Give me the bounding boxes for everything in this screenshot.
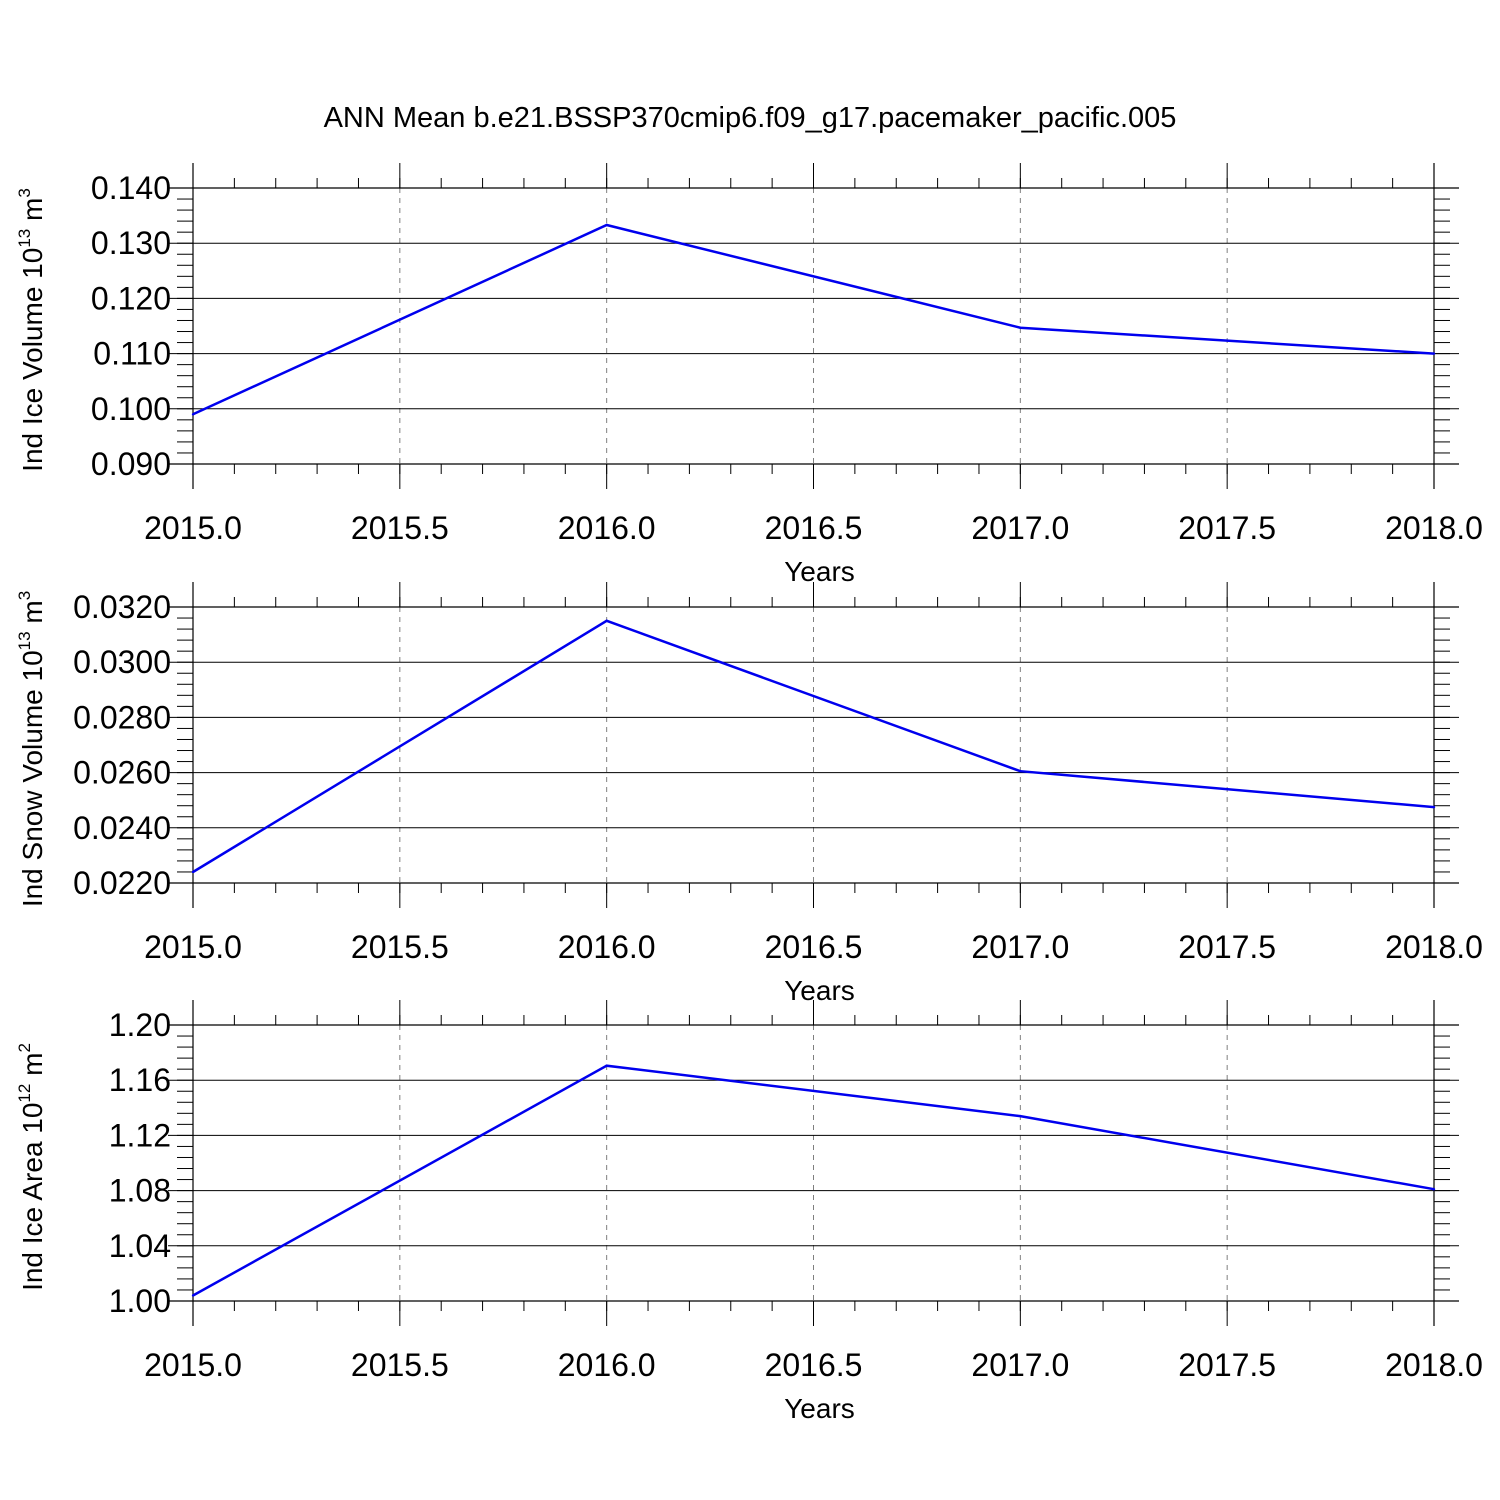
ice-area-data-point <box>605 1064 608 1067</box>
ice-area-x-tick-label: 2017.0 <box>971 1347 1069 1383</box>
ice-volume-x-tick-label: 2016.5 <box>765 510 863 546</box>
ice-volume-y-tick-label: 0.130 <box>91 225 171 261</box>
ice-volume-x-tick-label: 2018.0 <box>1385 510 1483 546</box>
ice-volume-y-axis-title: Ind Ice Volume 1013 m3 <box>15 188 48 472</box>
snow-volume-y-tick-label: 0.0260 <box>73 755 171 791</box>
ice-area-x-tick-label: 2018.0 <box>1385 1347 1483 1383</box>
ice-area-y-axis-title: Ind Ice Area 1012 m2 <box>15 1043 48 1291</box>
snow-volume-x-tick-label: 2016.0 <box>558 929 656 965</box>
ice-area-y-tick-label: 1.08 <box>109 1173 171 1209</box>
ice-volume-x-tick-label: 2015.5 <box>351 510 449 546</box>
ice-volume-data-point <box>605 223 608 227</box>
ice-volume-series-line <box>192 223 1435 416</box>
ice-area-data-point <box>1019 1114 1022 1118</box>
ice-volume-x-tick-label: 2016.0 <box>558 510 656 546</box>
snow-volume-y-tick-label: 0.0280 <box>73 699 171 735</box>
panel-snow-volume: 0.0220 0.0240 0.0260 0.0280 0.0300 0.0320 2015… <box>15 582 1483 1006</box>
ice-area-series-line <box>192 1064 1435 1297</box>
panel-ice-volume: 0.090 0.100 0.110 0.120 0.130 0.140 2015.0 2015… <box>15 163 1483 587</box>
ice-area-x-axis-title: Years <box>784 1393 855 1424</box>
snow-volume-data-point <box>191 870 195 874</box>
ice-volume-x-axis-title: Years <box>784 556 855 587</box>
snow-volume-y-tick-label: 0.0320 <box>73 589 171 625</box>
snow-volume-y-axis-title: Ind Snow Volume 1013 m3 <box>15 591 48 907</box>
ice-area-y-tick-label: 1.12 <box>109 1117 171 1153</box>
ice-area-x-tick-label: 2017.5 <box>1178 1347 1276 1383</box>
snow-volume-x-tick-label: 2015.5 <box>351 929 449 965</box>
ice-volume-x-tick-label: 2017.0 <box>971 510 1069 546</box>
ice-area-x-tick-label: 2016.0 <box>558 1347 656 1383</box>
ice-volume-y-tick-label: 0.120 <box>91 280 171 316</box>
snow-volume-y-tick-label: 0.0300 <box>73 644 171 680</box>
snow-volume-x-tick-label: 2016.5 <box>765 929 863 965</box>
ice-volume-y-tick-label: 0.100 <box>91 391 171 427</box>
snow-volume-x-tick-label: 2017.5 <box>1178 929 1276 965</box>
ice-volume-x-tick-label: 2015.0 <box>144 510 242 546</box>
ice-area-y-tick-label: 1.16 <box>109 1062 171 1098</box>
ice-area-data-point <box>1432 1188 1436 1191</box>
snow-volume-y-tick-label: 0.0240 <box>73 810 171 846</box>
panel-ice-area: 1.00 1.04 1.08 1.12 1.16 1.20 2015.0 2015.5 2016… <box>15 1000 1483 1424</box>
ice-area-y-tick-label: 1.04 <box>109 1228 171 1264</box>
ice-volume-data-point <box>1432 352 1436 355</box>
ice-volume-y-tick-label: 0.140 <box>91 170 171 206</box>
snow-volume-data-point <box>1019 770 1022 773</box>
figure-title: ANN Mean b.e21.BSSP370cmip6.f09_g17.pace… <box>324 102 1177 134</box>
snow-volume-x-tick-label: 2017.0 <box>971 929 1069 965</box>
ice-volume-x-tick-label: 2017.5 <box>1178 510 1276 546</box>
snow-volume-x-tick-label: 2018.0 <box>1385 929 1483 965</box>
ice-volume-data-point <box>1019 326 1022 329</box>
ice-volume-y-tick-label: 0.090 <box>91 446 171 482</box>
snow-volume-data-point <box>605 619 608 622</box>
ice-area-data-point <box>191 1294 195 1297</box>
ice-area-x-tick-label: 2015.5 <box>351 1347 449 1383</box>
ice-volume-y-tick-label: 0.110 <box>93 336 171 372</box>
ice-volume-data-point <box>191 413 195 416</box>
snow-volume-series-line <box>192 619 1435 874</box>
ice-area-y-tick-label: 1.00 <box>109 1283 171 1319</box>
snow-volume-data-point <box>1432 805 1436 809</box>
snow-volume-x-axis-title: Years <box>784 975 855 1006</box>
ice-area-y-tick-label: 1.20 <box>109 1007 171 1043</box>
ice-area-x-tick-label: 2016.5 <box>765 1347 863 1383</box>
ice-area-x-tick-label: 2015.0 <box>144 1347 242 1383</box>
snow-volume-y-tick-label: 0.0220 <box>73 865 171 901</box>
snow-volume-x-tick-label: 2015.0 <box>144 929 242 965</box>
